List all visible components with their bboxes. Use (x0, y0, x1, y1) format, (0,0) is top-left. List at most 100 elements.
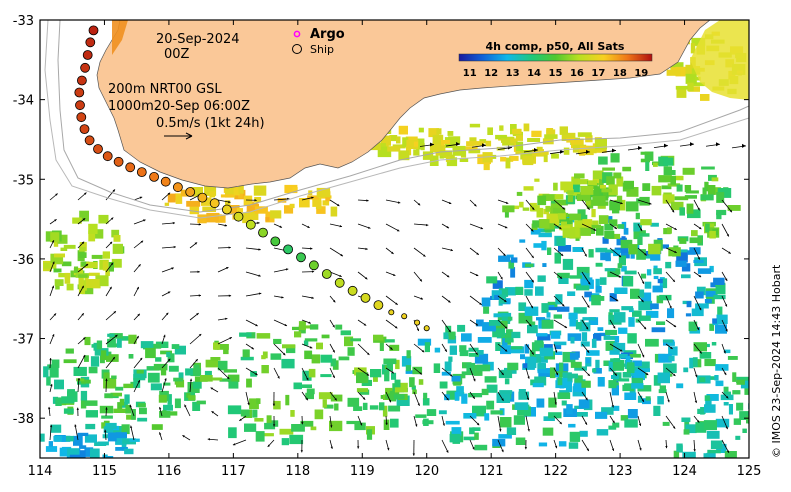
sst-patch (627, 409, 638, 419)
track-point (136, 167, 147, 178)
sst-patch (723, 386, 729, 396)
current-vector-head (226, 267, 229, 270)
sst-patch (190, 187, 203, 197)
sst-patch (107, 333, 115, 337)
current-vector-head (472, 396, 475, 399)
y-tick-label: -38 (13, 412, 34, 427)
track-point (373, 300, 384, 311)
sst-patch (559, 362, 564, 372)
sst-patch (270, 210, 282, 219)
current-vector-head (476, 252, 479, 255)
sst-patch (324, 404, 334, 409)
sst-patch (703, 420, 717, 431)
current-vector-head (446, 275, 450, 278)
current-vector-head (695, 374, 698, 378)
sst-patch (511, 331, 521, 339)
sst-patch (322, 399, 327, 408)
sst-patch (716, 209, 727, 216)
current-vector-head (500, 276, 503, 280)
current-vector-head (644, 253, 647, 256)
sst-patch (347, 397, 360, 407)
sst-patch (619, 354, 628, 359)
sst-patch (88, 272, 100, 276)
sst-patch (344, 336, 354, 347)
sst-patch (102, 454, 108, 458)
current-vector-head (112, 357, 115, 360)
current-vector (441, 439, 449, 453)
current-vector-head (618, 254, 622, 258)
sst-patch (224, 187, 235, 198)
sst-patch (699, 352, 712, 359)
sst-patch (555, 294, 563, 305)
sst-patch (681, 274, 691, 279)
sst-patch (128, 354, 134, 359)
current-vector (553, 199, 566, 210)
track-point (283, 244, 294, 255)
sst-patch (596, 429, 609, 436)
sst-patch (436, 128, 442, 135)
sst-patch (318, 392, 333, 400)
sst-patch (524, 306, 539, 316)
current-vector-head (696, 327, 700, 331)
sst-patch (285, 394, 290, 406)
sst-patch (533, 243, 545, 248)
track-point (82, 50, 93, 60)
sst-patch (625, 355, 631, 365)
current-vector-head (642, 354, 645, 358)
sst-patch (667, 341, 675, 346)
sst-patch (291, 424, 305, 432)
sst-patch (561, 400, 567, 406)
current-vector-head (366, 199, 369, 202)
current-vector-head (504, 226, 508, 229)
sst-patch (728, 404, 733, 415)
current-vector-head (725, 396, 729, 399)
sst-patch (581, 332, 588, 342)
sst-patch (354, 367, 367, 376)
sst-patch (576, 285, 590, 291)
sst-patch (476, 364, 491, 372)
current-vector (497, 415, 502, 432)
sst-patch (396, 136, 401, 144)
sst-patch (578, 399, 590, 409)
track-point (221, 204, 232, 215)
sst-patch (630, 288, 640, 299)
sst-patch (609, 219, 618, 227)
current-vector (232, 439, 247, 446)
sst-patch (520, 150, 535, 160)
current-vector (665, 199, 675, 213)
sst-patch (439, 155, 444, 159)
sst-patch (306, 388, 315, 395)
current-vector-head (499, 429, 502, 432)
sst-patch (495, 320, 508, 329)
sst-patch (281, 358, 295, 369)
sst-patch (577, 209, 586, 217)
sst-patch (167, 353, 175, 363)
sst-patch (636, 249, 646, 260)
sst-patch (249, 398, 259, 410)
current-vector-head (419, 279, 422, 282)
current-vector (357, 343, 370, 356)
sst-patch (553, 341, 567, 346)
sst-patch (707, 449, 721, 454)
sst-patch (684, 195, 697, 199)
current-vector-head (531, 279, 534, 283)
sst-patch (129, 438, 140, 442)
current-vector-head (225, 317, 228, 320)
sst-patch (133, 369, 147, 379)
sst-patch (690, 43, 696, 54)
sst-patch (205, 359, 218, 368)
sst-patch (566, 138, 575, 143)
sst-patch (225, 200, 231, 206)
sst-patch (103, 426, 114, 434)
current-vector-head (534, 148, 538, 153)
speed-scale-label: 0.5m/s (1kt 24h) (156, 116, 265, 131)
sst-patch (608, 380, 617, 389)
current-vector-head (51, 285, 54, 289)
current-vector-head (173, 245, 176, 249)
sst-patch (113, 408, 127, 413)
sst-patch (611, 375, 619, 379)
sst-patch (84, 261, 98, 269)
sst-patch (711, 177, 719, 182)
sst-patch (542, 151, 549, 155)
y-tick-label: -36 (13, 253, 34, 268)
